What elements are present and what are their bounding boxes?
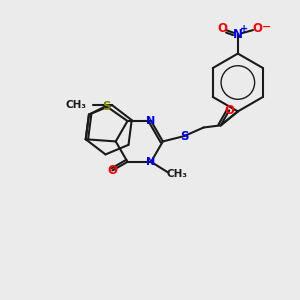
Text: N: N [233, 28, 243, 41]
Text: S: S [180, 130, 188, 142]
Text: CH₃: CH₃ [65, 100, 86, 110]
Text: S: S [102, 100, 110, 112]
Text: O: O [252, 22, 262, 35]
Text: CH₃: CH₃ [166, 169, 187, 178]
Text: O: O [224, 104, 234, 117]
Text: O: O [218, 22, 228, 35]
Text: +: + [240, 24, 248, 34]
Text: N: N [146, 157, 156, 167]
Text: N: N [146, 116, 156, 126]
Text: −: − [262, 22, 272, 32]
Text: O: O [107, 164, 118, 177]
